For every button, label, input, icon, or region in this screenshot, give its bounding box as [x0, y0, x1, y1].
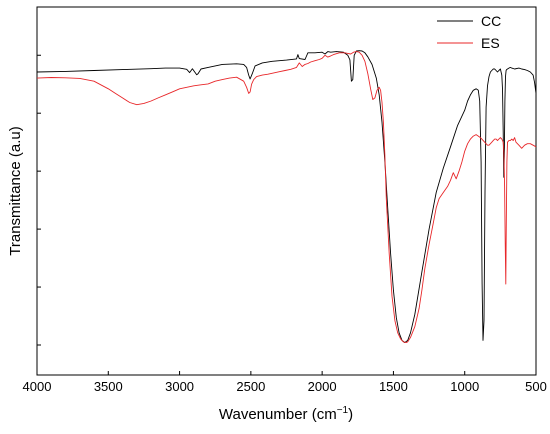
- x-axis-label: Wavenumber (cm−1): [219, 405, 353, 423]
- x-tick-labels: 4000 3500 3000 2500 2000 1500 1000 500: [23, 379, 547, 394]
- x-tick-label: 4000: [23, 379, 52, 394]
- x-tick-label: 3000: [165, 379, 194, 394]
- legend: CC ES: [437, 13, 501, 51]
- x-tick-label: 1500: [379, 379, 408, 394]
- x-tick-label: 1000: [450, 379, 479, 394]
- plot-frame: [36, 6, 537, 376]
- x-tick-label: 500: [525, 379, 547, 394]
- legend-label-cc: CC: [481, 13, 501, 29]
- x-tick-label: 2000: [308, 379, 337, 394]
- series-line-cc: [36, 50, 537, 344]
- x-tick-label: 3500: [94, 379, 123, 394]
- y-axis-label: Transmittance (a.u): [7, 126, 24, 256]
- y-ticks: [37, 54, 41, 346]
- series-layer: [36, 50, 537, 344]
- x-tick-label: 2500: [236, 379, 265, 394]
- x-ticks: [36, 371, 537, 375]
- legend-label-es: ES: [481, 35, 500, 51]
- series-line-es: [36, 51, 537, 344]
